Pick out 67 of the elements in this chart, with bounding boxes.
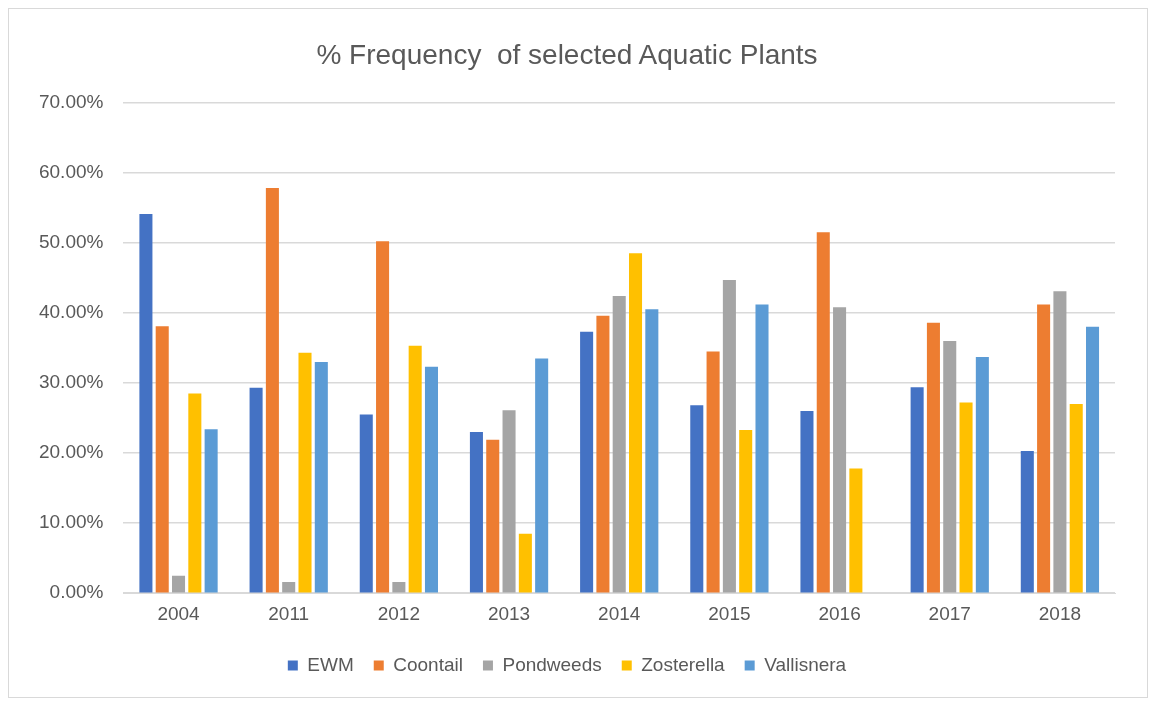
x-tick-label: 2016 bbox=[818, 602, 861, 624]
bar bbox=[645, 309, 659, 593]
x-tick-label: 2014 bbox=[598, 602, 641, 624]
bar bbox=[580, 331, 594, 593]
bar bbox=[376, 241, 390, 593]
bar bbox=[612, 296, 626, 593]
bar bbox=[739, 429, 753, 593]
legend-label: Pondweeds bbox=[502, 653, 602, 675]
bar bbox=[424, 366, 439, 593]
bar bbox=[249, 387, 263, 593]
bar bbox=[139, 214, 153, 593]
bar bbox=[629, 253, 643, 593]
bar bbox=[926, 322, 940, 593]
y-tick-label: 50.00% bbox=[38, 231, 104, 253]
bar bbox=[755, 304, 769, 593]
bar bbox=[469, 432, 483, 593]
bar bbox=[172, 575, 186, 593]
bar bbox=[1020, 450, 1034, 593]
x-tick-label: 2017 bbox=[928, 602, 971, 624]
bar bbox=[975, 357, 989, 593]
bar bbox=[204, 429, 218, 593]
bar bbox=[408, 345, 422, 593]
bar bbox=[298, 352, 312, 593]
x-tick-label: 2018 bbox=[1038, 602, 1082, 624]
bar bbox=[833, 307, 847, 593]
bar bbox=[1053, 291, 1067, 593]
bar bbox=[392, 581, 406, 593]
legend-label: Coontail bbox=[393, 653, 463, 675]
bar bbox=[188, 393, 202, 593]
bar bbox=[1037, 304, 1051, 593]
y-tick-label: 70.00% bbox=[38, 90, 104, 112]
bar bbox=[943, 340, 957, 593]
legend-label: Zosterella bbox=[641, 653, 726, 675]
bar bbox=[314, 361, 328, 593]
bar bbox=[265, 188, 279, 593]
bar bbox=[910, 387, 924, 593]
bar bbox=[959, 402, 973, 593]
bar bbox=[502, 410, 516, 593]
y-tick-label: 20.00% bbox=[38, 441, 104, 463]
bar bbox=[849, 468, 863, 593]
y-tick-label: 30.00% bbox=[38, 371, 104, 393]
y-tick-label: 0.00% bbox=[49, 581, 104, 603]
bar bbox=[359, 414, 373, 593]
bar bbox=[535, 358, 549, 593]
bar bbox=[722, 279, 736, 593]
y-tick-label: 60.00% bbox=[38, 160, 104, 182]
x-tick-label: 2011 bbox=[268, 602, 310, 624]
x-tick-label: 2004 bbox=[157, 602, 201, 624]
bar bbox=[596, 315, 610, 593]
bar bbox=[690, 405, 704, 593]
bar bbox=[800, 410, 814, 593]
y-tick-label: 40.00% bbox=[38, 301, 104, 323]
bar bbox=[155, 326, 169, 593]
bar bbox=[1086, 326, 1100, 593]
legend-label: EWM bbox=[307, 653, 354, 675]
y-tick-label: 10.00% bbox=[38, 511, 104, 533]
bar bbox=[706, 351, 720, 593]
x-tick-label: 2012 bbox=[377, 602, 421, 624]
x-tick-label: 2015 bbox=[708, 602, 751, 624]
bar bbox=[518, 533, 532, 593]
bar bbox=[816, 232, 830, 593]
bar bbox=[282, 581, 296, 593]
chart-title: % Frequency of selected Aquatic Plants bbox=[316, 38, 818, 70]
x-tick-label: 2013 bbox=[487, 602, 531, 624]
bar bbox=[486, 439, 500, 593]
bar bbox=[1069, 403, 1083, 593]
legend-label: Vallisnera bbox=[764, 653, 847, 675]
